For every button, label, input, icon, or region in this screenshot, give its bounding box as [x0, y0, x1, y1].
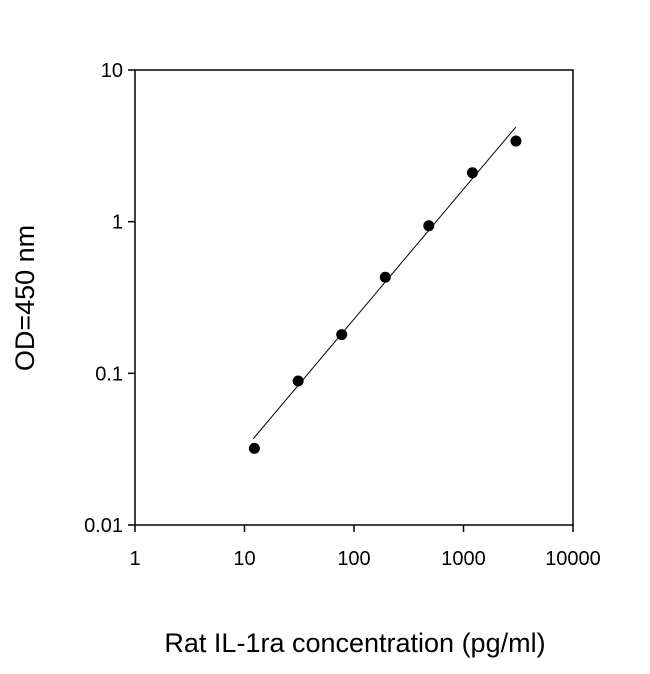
y-tick-label: 1 [112, 212, 123, 234]
data-point [423, 220, 435, 232]
data-point [336, 329, 348, 341]
data-point [510, 135, 522, 147]
x-tick-label: 1 [129, 548, 140, 570]
y-tick-label: 10 [101, 60, 123, 82]
plot-frame [134, 69, 574, 526]
y-tick-label: 0.1 [95, 363, 123, 385]
data-point [248, 442, 260, 454]
y-tick-label: 0.01 [84, 515, 123, 537]
x-tick-label: 1000 [441, 548, 486, 570]
x-axis-label: Rat IL-1ra concentration (pg/ml) [164, 628, 545, 658]
x-tick-label: 10 [233, 548, 255, 570]
data-point [379, 271, 391, 283]
y-axis-label: OD=450 nm [10, 225, 40, 371]
x-tick-label: 10000 [545, 548, 601, 570]
trend-line [252, 126, 517, 440]
data-point [466, 167, 478, 179]
x-tick-label: 100 [337, 548, 370, 570]
data-point [292, 375, 304, 387]
